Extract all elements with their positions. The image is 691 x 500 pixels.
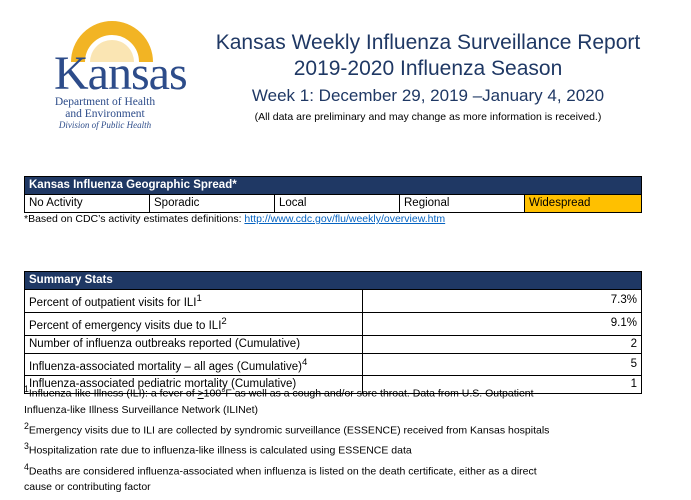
disclaimer: (All data are preliminary and may change… xyxy=(254,111,602,123)
table-row: Influenza-associated mortality – all age… xyxy=(24,352,642,377)
logo-wordmark: Kansas xyxy=(54,47,188,100)
week-range: Week 1: December 29, 2019 –January 4, 20… xyxy=(251,86,605,105)
table-row: Influenza-associated pediatric mortality… xyxy=(24,375,642,395)
spread-heading: Kansas Influenza Geographic Spread* xyxy=(24,176,642,195)
stat-label: Percent of outpatient visits for ILI1 xyxy=(24,289,363,313)
season-title: 2019-2020 Influenza Season xyxy=(293,57,563,80)
stat-value: 7.3% xyxy=(362,289,642,313)
spread-note: *Based on CDC’s activity estimates defin… xyxy=(24,211,445,227)
footnote-1: 1Influenza-like Illness (ILI): a fever o… xyxy=(24,384,534,400)
stat-value: 9.1% xyxy=(362,311,642,336)
kdhe-logo: Kansas Department of Health and Environm… xyxy=(20,10,190,130)
cdc-overview-link[interactable]: http://www.cdc.gov/flu/weekly/overview.h… xyxy=(244,213,446,225)
stat-value: 2 xyxy=(362,334,642,354)
footnote-3: 3Hospitalization rate due to influenza-l… xyxy=(24,441,412,457)
stat-value: 5 xyxy=(362,352,642,377)
stat-label: Number of influenza outbreaks reported (… xyxy=(24,334,363,354)
table-row: Percent of emergency visits due to ILI2 … xyxy=(24,311,642,336)
footnote-1-cont: Influenza-like Illness Surveillance Netw… xyxy=(24,403,259,416)
logo-dept-line3: Division of Public Health xyxy=(58,120,152,130)
logo-dept-line2: and Environment xyxy=(65,108,145,120)
spread-level-local: Local xyxy=(274,194,400,213)
spread-level-regional: Regional xyxy=(399,194,525,213)
stat-label: Influenza-associated mortality – all age… xyxy=(24,352,363,377)
stat-label: Influenza-associated pediatric mortality… xyxy=(24,375,363,395)
table-row: Number of influenza outbreaks reported (… xyxy=(24,334,642,354)
spread-level-sporadic: Sporadic xyxy=(149,194,275,213)
logo-dept-line1: Department of Health xyxy=(54,96,156,108)
stat-label: Percent of emergency visits due to ILI2 xyxy=(24,311,363,336)
geographic-spread-table: Kansas Influenza Geographic Spread* No A… xyxy=(24,176,642,213)
footnote-4-cont: cause or contributing factor xyxy=(24,481,151,493)
footnote-2: 2Emergency visits due to ILI are collect… xyxy=(24,420,550,437)
spread-level-no-activity: No Activity xyxy=(24,194,150,213)
sun-icon xyxy=(71,21,153,63)
table-row: Percent of outpatient visits for ILI1 7.… xyxy=(24,289,642,313)
summary-stats-table: Summary Stats Percent of outpatient visi… xyxy=(24,271,642,395)
report-header: Kansas Weekly Influenza Surveillance Rep… xyxy=(178,30,678,125)
summary-heading: Summary Stats xyxy=(24,271,642,290)
footnotes: 1Influenza-like Illness (ILI): a fever o… xyxy=(24,381,664,495)
footnote-4: 4Deaths are considered influenza-associa… xyxy=(24,461,537,478)
spread-note-text: *Based on CDC’s activity estimates defin… xyxy=(24,213,245,225)
stat-value: 1 xyxy=(362,375,642,395)
report-title: Kansas Weekly Influenza Surveillance Rep… xyxy=(215,31,641,54)
spread-level-widespread: Widespread xyxy=(524,194,642,213)
